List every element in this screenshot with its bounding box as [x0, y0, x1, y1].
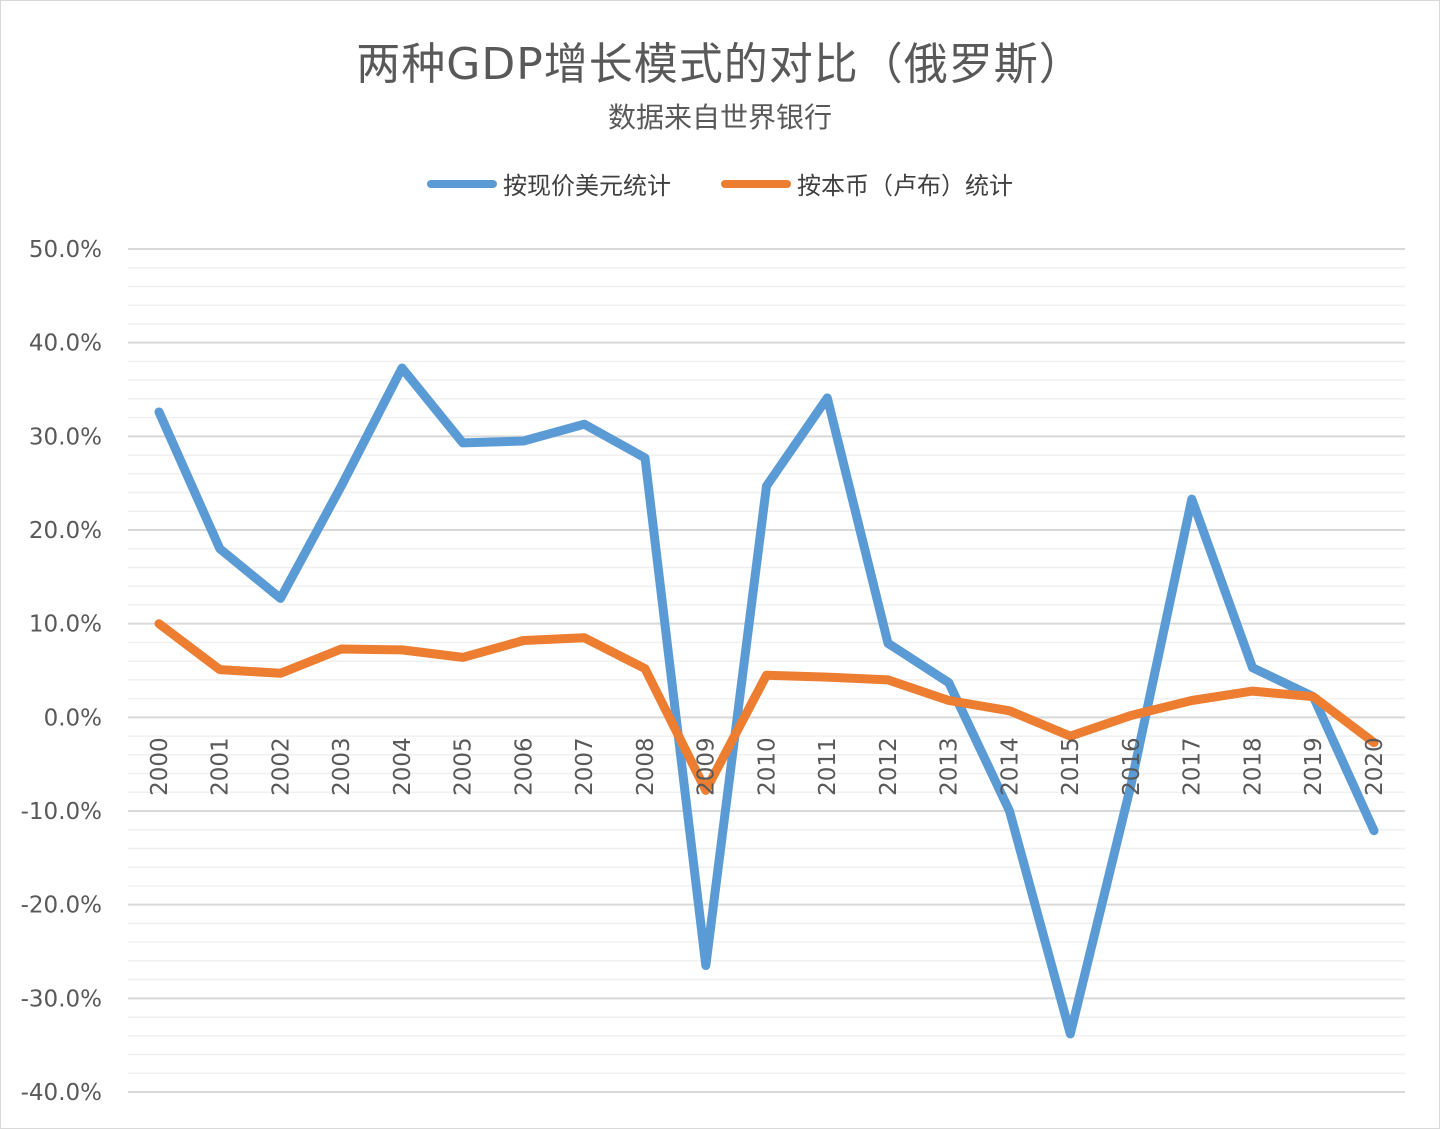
- y-tick-label: 20.0%: [29, 518, 102, 544]
- x-tick-label: 2018: [1241, 737, 1267, 796]
- data-point: [826, 676, 828, 678]
- data-point: [1373, 742, 1375, 744]
- data-point: [1009, 710, 1010, 712]
- x-tick-label: 2010: [755, 737, 781, 796]
- legend-label-usd: 按现价美元统计: [503, 172, 671, 200]
- x-tick-label: 2011: [815, 737, 841, 796]
- data-point: [340, 648, 342, 650]
- data-point: [523, 640, 524, 642]
- data-point: [644, 668, 646, 670]
- data-point: [1252, 667, 1253, 669]
- x-tick-label: 2020: [1362, 737, 1388, 796]
- y-tick-label: 40.0%: [29, 331, 102, 357]
- y-tick-label: -10.0%: [21, 799, 102, 825]
- data-point: [401, 649, 403, 651]
- data-point: [644, 457, 646, 459]
- data-point: [1130, 784, 1132, 786]
- data-point: [766, 485, 767, 487]
- data-point: [1009, 810, 1010, 812]
- data-point: [1252, 690, 1253, 692]
- legend-swatch-rub: [721, 179, 791, 188]
- data-point: [280, 597, 281, 599]
- x-tick-label: 2019: [1301, 737, 1327, 796]
- legend-item-usd: 按现价美元统计: [427, 166, 671, 201]
- x-tick-label: 2008: [633, 737, 659, 796]
- y-tick-label: 10.0%: [29, 612, 102, 638]
- legend-label-rub: 按本币（卢布）统计: [797, 172, 1013, 200]
- data-point: [280, 672, 281, 674]
- data-point: [462, 656, 464, 658]
- x-tick-label: 2007: [572, 737, 598, 796]
- x-tick-label: 2005: [451, 737, 477, 796]
- data-point: [583, 423, 585, 425]
- data-point: [948, 699, 950, 701]
- data-point: [583, 637, 585, 639]
- x-tick-label: 2013: [937, 737, 963, 796]
- x-tick-label: 2015: [1058, 737, 1084, 796]
- data-point: [462, 442, 464, 444]
- data-point: [1069, 1033, 1071, 1035]
- data-point: [705, 789, 707, 791]
- data-point: [523, 440, 524, 442]
- data-point: [1191, 498, 1193, 500]
- y-tick-label: 30.0%: [29, 424, 102, 450]
- y-tick-label: 0.0%: [44, 705, 102, 731]
- chart-legend: 按现价美元统计 按本币（卢布）统计: [0, 166, 1440, 201]
- x-tick-label: 2002: [269, 737, 295, 796]
- x-tick-label: 2004: [390, 737, 416, 796]
- x-tick-label: 2016: [1119, 737, 1145, 796]
- data-point: [948, 682, 950, 684]
- y-tick-label: 50.0%: [29, 237, 102, 263]
- data-point: [1191, 699, 1193, 701]
- data-point: [1069, 735, 1071, 737]
- data-point: [887, 642, 889, 644]
- y-tick-label: -20.0%: [21, 893, 102, 919]
- data-point: [401, 367, 403, 369]
- data-point: [1373, 830, 1375, 832]
- chart-subtitle: 数据来自世界银行: [607, 101, 832, 134]
- legend-item-rub: 按本币（卢布）统计: [721, 166, 1013, 201]
- legend-swatch-usd: [427, 179, 497, 188]
- x-tick-label: 2000: [147, 737, 173, 796]
- x-tick-label: 2001: [208, 737, 234, 796]
- data-point: [158, 411, 160, 413]
- y-tick-label: -30.0%: [21, 986, 102, 1012]
- x-tick-label: 2009: [694, 737, 720, 796]
- data-point: [340, 485, 342, 487]
- x-tick-label: 2003: [329, 737, 355, 796]
- x-tick-label: 2006: [512, 737, 538, 796]
- data-point: [219, 669, 221, 671]
- data-point: [826, 397, 828, 399]
- data-point: [887, 679, 889, 681]
- data-point: [158, 623, 160, 625]
- data-point: [1130, 714, 1132, 716]
- data-point: [766, 674, 767, 676]
- data-point: [1312, 696, 1314, 698]
- chart-title: 两种GDP增长模式的对比（俄罗斯）: [356, 39, 1084, 90]
- x-tick-label: 2012: [876, 737, 902, 796]
- data-point: [705, 965, 707, 967]
- x-tick-label: 2017: [1180, 737, 1206, 796]
- y-tick-label: -40.0%: [21, 1080, 102, 1106]
- data-point: [219, 548, 221, 550]
- x-tick-label: 2014: [998, 737, 1024, 796]
